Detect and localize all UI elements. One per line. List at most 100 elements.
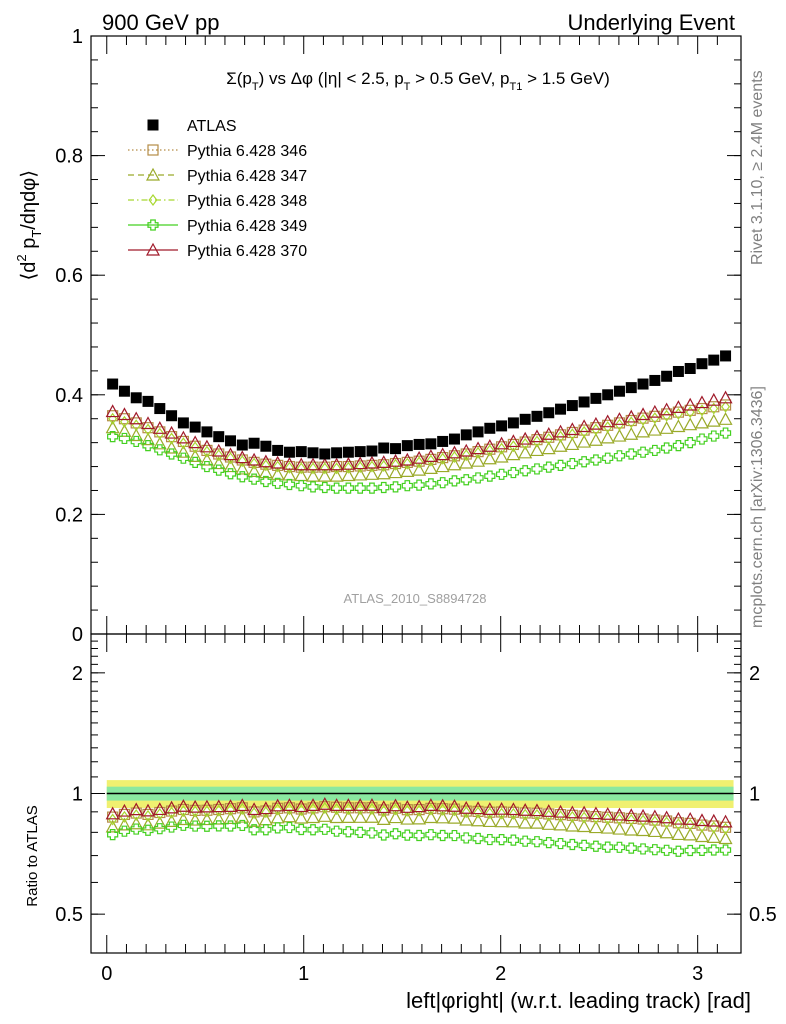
data-point (709, 402, 719, 415)
data-point (459, 443, 474, 457)
ratio-point (176, 799, 191, 812)
data-point (270, 467, 285, 480)
ratio-point (105, 806, 120, 820)
ratio-point (671, 811, 686, 825)
ratio-point (565, 818, 580, 832)
data-point (213, 431, 225, 443)
ratio-point (236, 819, 248, 832)
data-point (295, 480, 307, 492)
data-point (448, 433, 460, 445)
data-point (602, 452, 614, 464)
mcplots-label: mcplots.cern.ch [arXiv:1306.3436] (749, 386, 766, 628)
ratio-point (296, 804, 306, 817)
data-point (364, 455, 379, 469)
ratio-point (438, 803, 448, 816)
series-pythia-6-428-370 (105, 390, 733, 471)
data-point (471, 453, 486, 467)
ratio-point (188, 799, 203, 813)
legend-label: ATLAS (187, 118, 237, 135)
ratio-ytick-label: 1 (72, 784, 83, 806)
data-point (343, 461, 353, 474)
ratio-point (140, 817, 156, 831)
data-point (578, 396, 590, 408)
ratio-point (366, 827, 378, 839)
data-point (721, 400, 731, 413)
data-point (354, 446, 366, 458)
data-point (164, 425, 179, 439)
data-point (637, 378, 649, 390)
ratio-ytick-label-right: 2 (749, 663, 760, 685)
data-point (143, 423, 153, 436)
data-point (211, 443, 226, 457)
ratio-series-pythia-6-428-347 (105, 809, 733, 845)
data-point (518, 445, 533, 459)
data-point (284, 461, 294, 474)
ratio-point (554, 837, 567, 850)
data-point (272, 477, 284, 489)
ratio-point (425, 829, 437, 841)
series-atlas (107, 350, 732, 460)
data-point (294, 468, 309, 482)
data-point (578, 456, 590, 468)
ratio-point (329, 798, 344, 811)
data-point (236, 471, 248, 483)
data-point (579, 425, 589, 438)
series-pythia-6-428-349 (107, 427, 732, 494)
ratio-point (556, 810, 566, 823)
ratio-point (472, 832, 484, 845)
data-point (472, 426, 484, 438)
data-point (684, 362, 696, 374)
data-point (683, 397, 698, 411)
data-point (694, 395, 709, 409)
data-point (317, 457, 332, 471)
ratio-point (694, 813, 709, 827)
data-point (282, 456, 297, 470)
ratio-point (624, 808, 639, 822)
data-point (353, 456, 368, 470)
analysis-watermark: ATLAS_2010_S8894728 (344, 591, 487, 606)
xtick-label: 2 (495, 963, 506, 985)
ratio-point (142, 824, 154, 836)
data-point (329, 468, 344, 482)
ratio-point (118, 825, 131, 837)
data-point (282, 467, 297, 481)
ratio-point (117, 817, 132, 831)
data-point (423, 449, 438, 462)
data-point (590, 454, 602, 466)
data-point (413, 438, 425, 450)
data-point (295, 446, 307, 458)
ratio-point (650, 815, 660, 828)
data-point (447, 445, 462, 459)
data-point (188, 449, 203, 462)
data-point (258, 465, 273, 479)
ratio-point (343, 803, 353, 816)
ratio-point (237, 803, 247, 816)
ratio-point (459, 800, 474, 814)
ratio-point (460, 832, 472, 844)
data-point (507, 466, 520, 479)
data-point (508, 440, 518, 453)
data-point (506, 434, 521, 448)
data-point (567, 428, 577, 441)
data-point (166, 410, 178, 422)
ratio-point (107, 829, 119, 841)
ratio-point (494, 801, 509, 815)
ratio-point (659, 810, 674, 824)
data-point (296, 462, 306, 475)
data-point (588, 432, 603, 446)
data-point (659, 421, 674, 434)
data-point (566, 400, 578, 412)
ratio-point (177, 819, 189, 831)
data-point (201, 460, 213, 473)
main-ytick-label: 1 (72, 26, 83, 48)
ratio-point (448, 829, 461, 842)
ratio-point (282, 809, 297, 823)
ratio-point (447, 810, 462, 824)
ratio-point (248, 824, 260, 836)
data-point (378, 442, 390, 454)
data-point (590, 392, 602, 404)
data-point (223, 459, 238, 473)
xlabel: left|φright| (w.r.t. leading track) [rad… (406, 988, 751, 1013)
ratio-point (355, 803, 365, 816)
